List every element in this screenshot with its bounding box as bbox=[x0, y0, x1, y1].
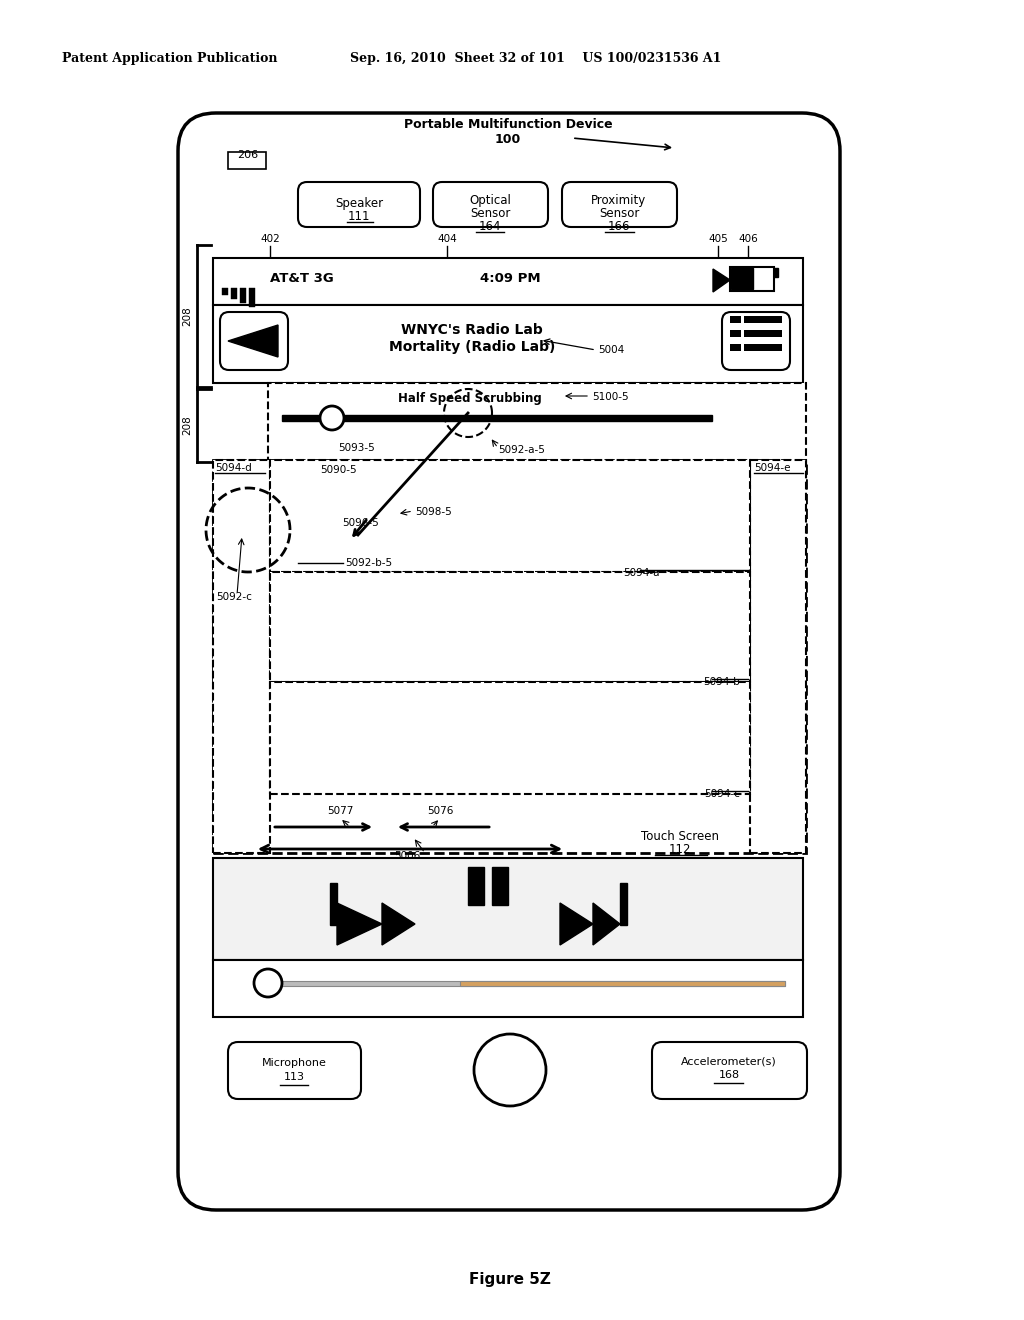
Text: 113: 113 bbox=[284, 1072, 304, 1082]
Text: 208: 208 bbox=[182, 306, 193, 326]
Text: 164: 164 bbox=[479, 220, 502, 234]
Bar bbox=[731, 268, 753, 289]
Polygon shape bbox=[560, 903, 593, 945]
FancyBboxPatch shape bbox=[298, 182, 420, 227]
Text: 206: 206 bbox=[238, 150, 259, 160]
FancyBboxPatch shape bbox=[220, 312, 288, 370]
FancyBboxPatch shape bbox=[562, 182, 677, 227]
Bar bbox=[213, 459, 270, 853]
Text: Sensor: Sensor bbox=[470, 207, 510, 220]
Text: 5093-5: 5093-5 bbox=[338, 444, 375, 453]
Text: AT&T 3G: AT&T 3G bbox=[270, 272, 334, 285]
Bar bbox=[213, 459, 806, 853]
FancyBboxPatch shape bbox=[722, 312, 790, 370]
Text: 166: 166 bbox=[608, 220, 630, 234]
Text: 5006: 5006 bbox=[394, 851, 420, 861]
Text: 5094-b: 5094-b bbox=[703, 677, 740, 686]
FancyBboxPatch shape bbox=[652, 1041, 807, 1100]
FancyBboxPatch shape bbox=[228, 1041, 361, 1100]
Text: Optical: Optical bbox=[469, 194, 511, 207]
Text: 204: 204 bbox=[498, 1074, 522, 1086]
Bar bbox=[774, 268, 778, 277]
Bar bbox=[228, 152, 266, 169]
Polygon shape bbox=[593, 903, 620, 945]
Text: Touch Screen: Touch Screen bbox=[641, 830, 719, 843]
Bar bbox=[730, 315, 741, 323]
Bar bbox=[240, 288, 246, 304]
Bar bbox=[330, 883, 337, 925]
Bar bbox=[249, 288, 255, 308]
Bar bbox=[730, 345, 741, 351]
Bar bbox=[270, 572, 750, 682]
Bar bbox=[270, 682, 750, 795]
FancyBboxPatch shape bbox=[178, 114, 840, 1210]
Bar bbox=[730, 330, 741, 337]
Bar bbox=[744, 345, 782, 351]
Text: 5094-d: 5094-d bbox=[215, 463, 252, 473]
Bar bbox=[270, 459, 750, 572]
Text: Figure 5Z: Figure 5Z bbox=[469, 1272, 551, 1287]
Text: Sep. 16, 2010  Sheet 32 of 101    US 100/0231536 A1: Sep. 16, 2010 Sheet 32 of 101 US 100/023… bbox=[350, 51, 721, 65]
Text: Home: Home bbox=[492, 1060, 528, 1073]
Text: 5092-c: 5092-c bbox=[216, 591, 252, 602]
Bar bbox=[222, 288, 228, 294]
Text: 5076: 5076 bbox=[427, 807, 454, 816]
Text: 5092-b-5: 5092-b-5 bbox=[345, 558, 392, 568]
Polygon shape bbox=[382, 903, 415, 945]
Bar bbox=[260, 981, 785, 986]
Text: 111: 111 bbox=[348, 210, 371, 223]
Circle shape bbox=[254, 969, 282, 997]
Text: Sensor: Sensor bbox=[599, 207, 639, 220]
Bar bbox=[213, 960, 803, 1016]
Text: 4:09 PM: 4:09 PM bbox=[479, 272, 541, 285]
Bar bbox=[620, 883, 627, 925]
Polygon shape bbox=[337, 903, 382, 945]
Text: 404: 404 bbox=[437, 234, 457, 244]
Text: Accelerometer(s): Accelerometer(s) bbox=[681, 1056, 777, 1067]
Bar bbox=[750, 459, 806, 853]
Text: Portable Multifunction Device: Portable Multifunction Device bbox=[403, 117, 612, 131]
Text: Proximity: Proximity bbox=[592, 194, 646, 207]
Text: 208: 208 bbox=[182, 414, 193, 434]
Bar bbox=[730, 267, 774, 290]
Text: 168: 168 bbox=[719, 1071, 739, 1080]
Bar bbox=[231, 288, 237, 300]
FancyBboxPatch shape bbox=[433, 182, 548, 227]
Bar bbox=[460, 981, 785, 986]
Bar bbox=[744, 330, 782, 337]
Circle shape bbox=[474, 1034, 546, 1106]
Text: 5092-a-5: 5092-a-5 bbox=[498, 445, 545, 455]
Text: 100: 100 bbox=[495, 133, 521, 147]
Polygon shape bbox=[228, 325, 278, 356]
Text: 402: 402 bbox=[260, 234, 280, 244]
Text: Mortality (Radio Lab): Mortality (Radio Lab) bbox=[389, 341, 555, 354]
Text: Microphone: Microphone bbox=[261, 1059, 327, 1068]
Bar bbox=[282, 414, 712, 421]
Text: 5094-a: 5094-a bbox=[624, 568, 660, 578]
Bar bbox=[268, 383, 806, 480]
Text: Speaker: Speaker bbox=[335, 197, 383, 210]
Text: 5094-c: 5094-c bbox=[705, 789, 740, 799]
Text: 5096-5: 5096-5 bbox=[342, 517, 379, 528]
Text: 5004: 5004 bbox=[598, 345, 625, 355]
Text: 406: 406 bbox=[738, 234, 758, 244]
Bar bbox=[213, 257, 803, 305]
Circle shape bbox=[319, 407, 344, 430]
Text: 5094-e: 5094-e bbox=[754, 463, 791, 473]
Bar bbox=[744, 315, 782, 323]
Text: WNYC's Radio Lab: WNYC's Radio Lab bbox=[401, 323, 543, 337]
Text: 5100-5: 5100-5 bbox=[592, 392, 629, 403]
Bar bbox=[492, 867, 508, 906]
Text: 5077: 5077 bbox=[327, 807, 353, 816]
Text: Patent Application Publication: Patent Application Publication bbox=[62, 51, 278, 65]
Bar bbox=[468, 867, 484, 906]
Text: 112: 112 bbox=[669, 843, 691, 855]
Text: 5098-5: 5098-5 bbox=[415, 507, 452, 517]
Bar bbox=[213, 305, 803, 383]
Bar bbox=[213, 858, 803, 960]
Polygon shape bbox=[713, 269, 730, 292]
Text: 405: 405 bbox=[709, 234, 728, 244]
Text: 5090-5: 5090-5 bbox=[319, 465, 356, 475]
Text: Half Speed Scrubbing: Half Speed Scrubbing bbox=[398, 392, 542, 405]
